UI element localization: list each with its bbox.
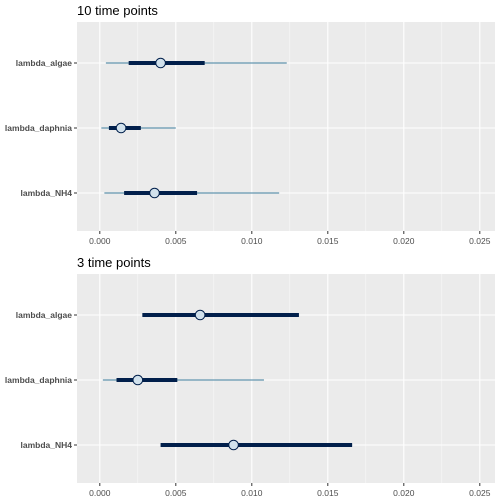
y-tick-label: lambda_NH4 [21,188,73,198]
point-estimate [132,374,144,386]
y-tick-label: lambda_algae [16,310,72,320]
x-tick-label: 0.020 [393,236,415,246]
panel-background [77,22,495,231]
x-tick-label: 0.025 [469,236,491,246]
x-tick-label: 0.025 [469,488,491,498]
y-tick-label: lambda_daphnia [5,375,72,385]
panel-10-time-points: 10 time points 0.000 0.005 0.010 0.015 0.020… [5,3,495,246]
x-tick-label: 0.015 [317,236,339,246]
x-tick-label: 0.010 [241,488,263,498]
chart-title: 3 time points [77,255,151,270]
x-tick-label: 0.015 [317,488,339,498]
point-estimate [194,309,206,321]
point-estimate [115,122,127,134]
x-tick-label: 0.000 [89,488,111,498]
y-tick-label: lambda_NH4 [21,440,73,450]
y-tick-label: lambda_daphnia [5,123,72,133]
x-tick-label: 0.000 [89,236,111,246]
point-estimate [149,187,160,199]
y-tick-label: lambda_algae [16,58,72,68]
x-tick-label: 0.020 [393,488,415,498]
point-estimate [228,439,239,451]
panel-3-time-points: 3 time points 0.000 0.005 0.010 0.015 0.020 0… [5,255,495,498]
chart-title: 10 time points [77,3,158,18]
point-estimate [155,57,166,69]
x-tick-label: 0.005 [165,236,187,246]
x-tick-label: 0.005 [165,488,187,498]
x-tick-label: 0.010 [241,236,263,246]
